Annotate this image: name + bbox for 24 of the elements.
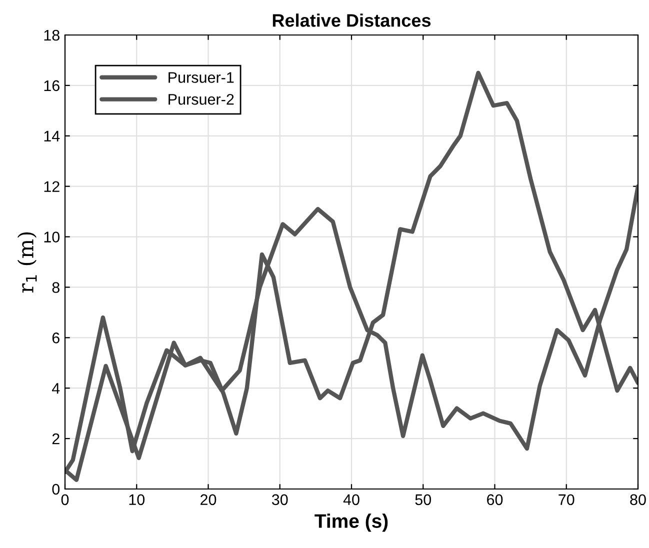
y-tick-label: 14 (44, 130, 60, 142)
y-tick-label: 4 (52, 383, 60, 394)
y-axis-title: r$_{1}$ (m) (17, 232, 37, 293)
y-tick-label: 10 (44, 232, 60, 242)
y-tick-label: 2 (52, 433, 60, 444)
x-tick-label: 70 (558, 494, 574, 506)
y-tick-label: 0 (52, 484, 60, 495)
y-tick-label: 12 (44, 181, 60, 192)
y-tick-label: 6 (52, 332, 60, 344)
legend-label: Pursuer-2 (168, 94, 234, 105)
chart-title: Relative Distances (272, 14, 431, 27)
x-tick-label: 20 (200, 494, 216, 506)
x-tick-label: 60 (487, 494, 503, 506)
x-axis-title: Time (s) (314, 514, 388, 532)
legend-label: Pursuer-1 (168, 72, 234, 83)
y-tick-label: 8 (52, 282, 60, 293)
x-tick-label: 50 (415, 494, 432, 506)
x-tick-label: 10 (129, 494, 145, 506)
y-tick-label: 16 (44, 80, 60, 92)
x-tick-label: 30 (272, 494, 288, 506)
x-tick-label: 80 (630, 494, 646, 506)
y-tick-label: 18 (44, 30, 60, 41)
x-tick-label: 40 (343, 494, 360, 506)
x-tick-label: 0 (61, 494, 69, 506)
